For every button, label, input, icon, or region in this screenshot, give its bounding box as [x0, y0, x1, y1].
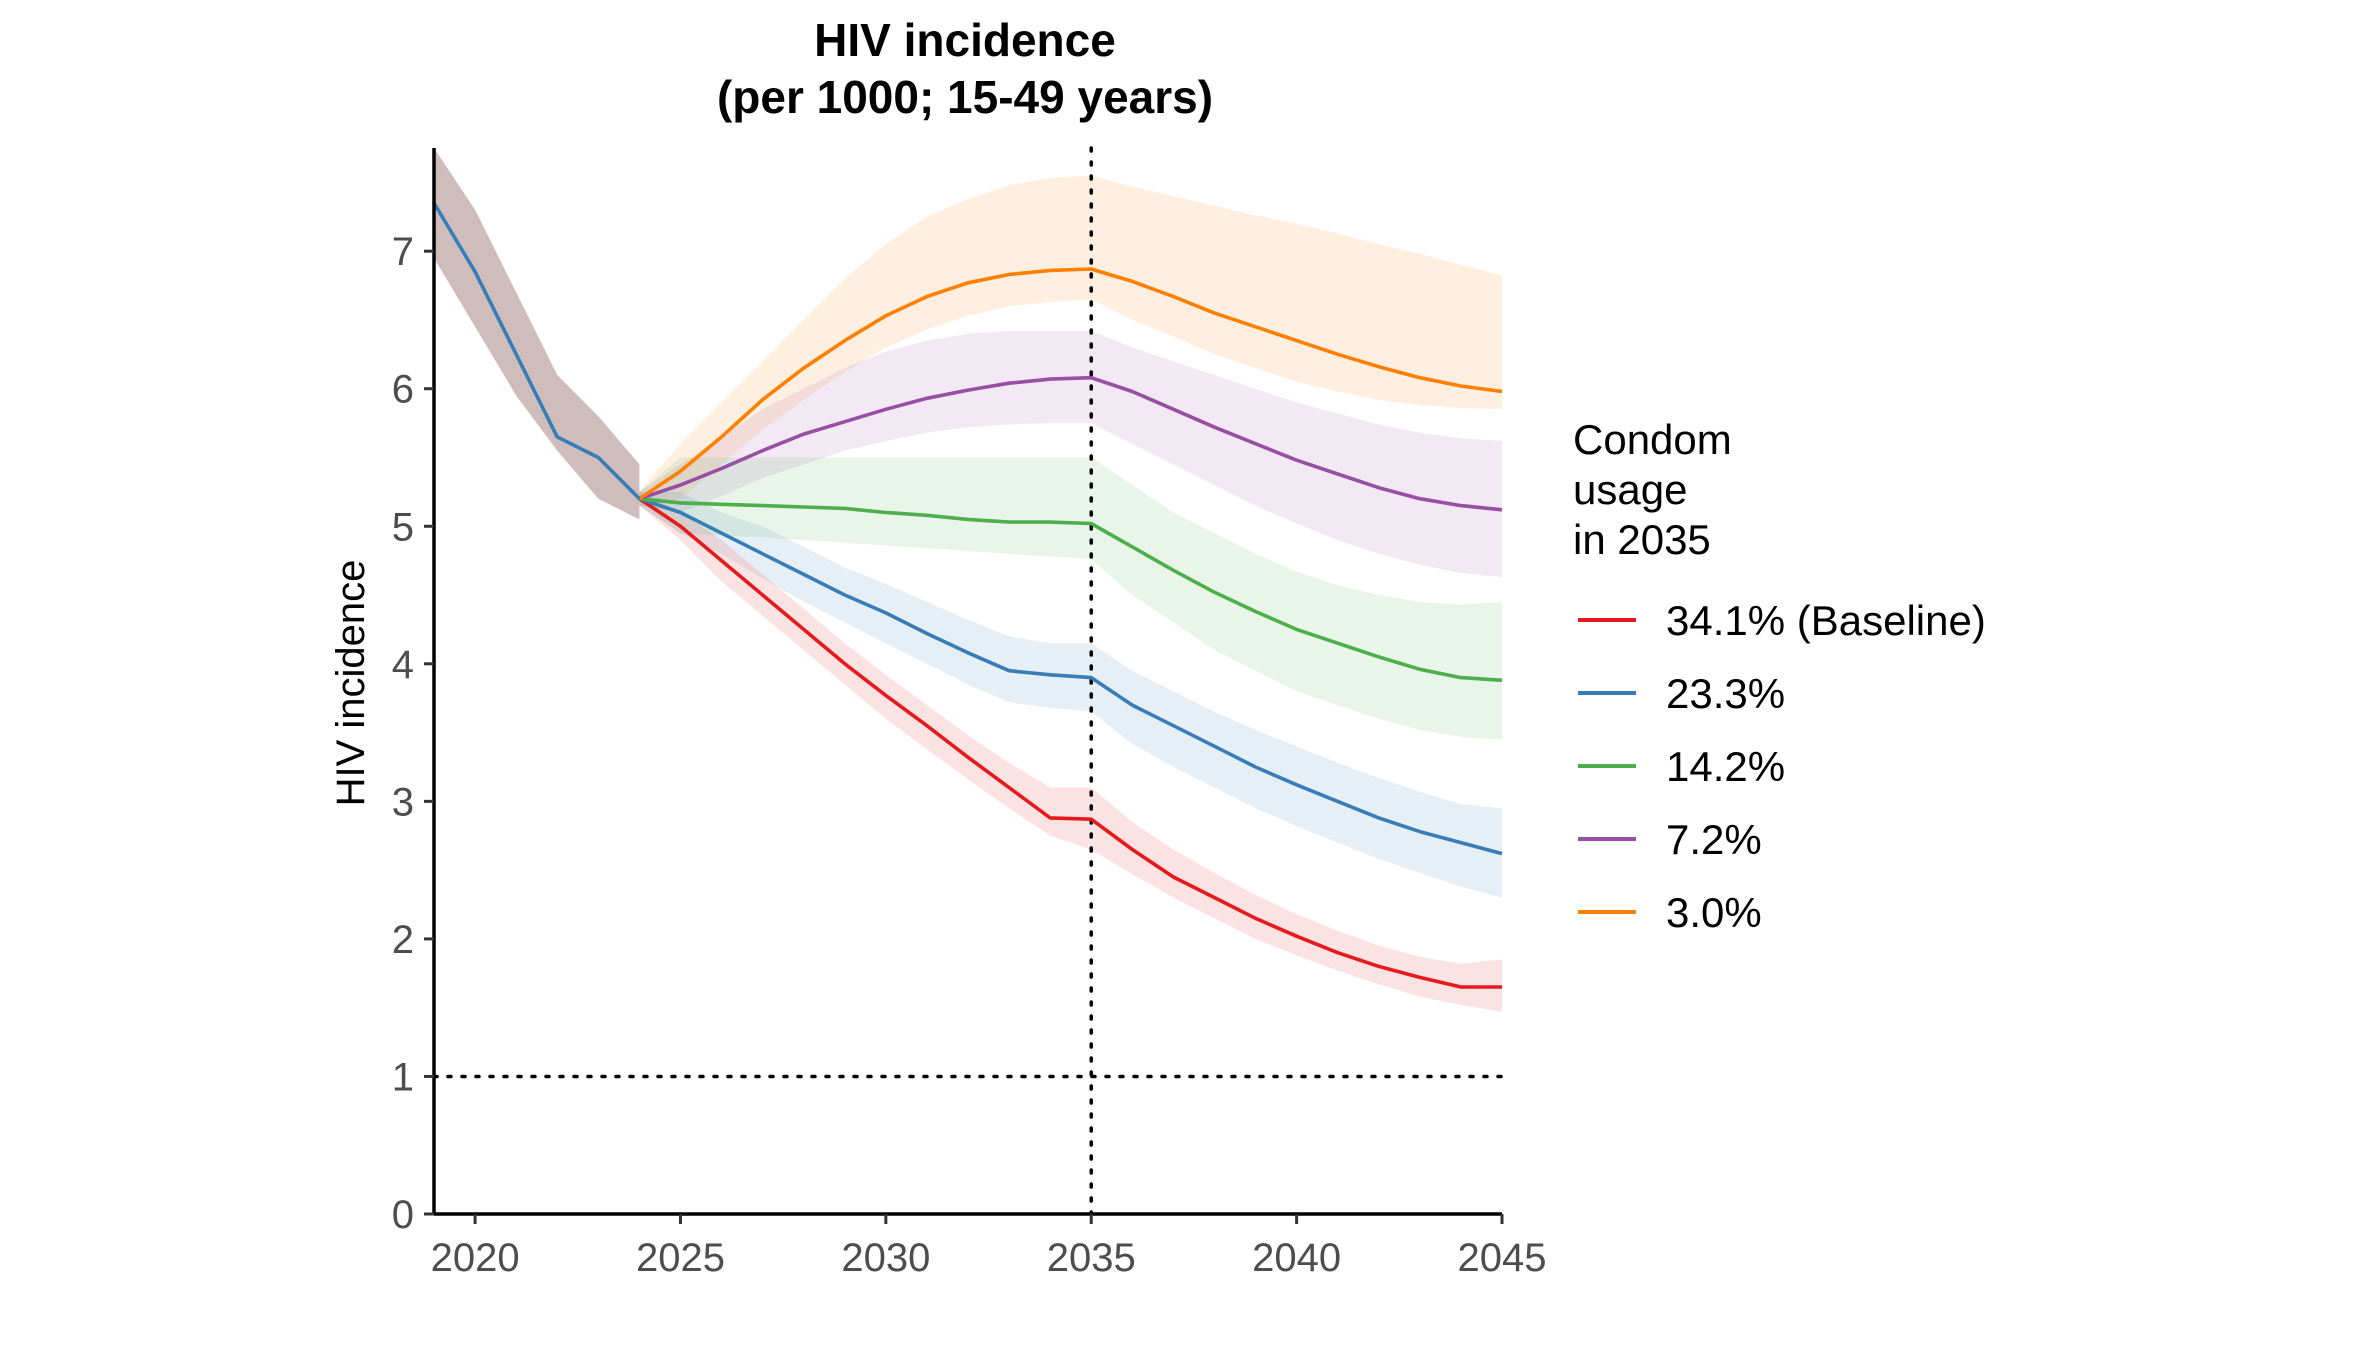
historical-ribbon — [434, 148, 640, 520]
series-line-2 — [639, 496, 1503, 683]
legend-title-line-1: Condom — [1573, 416, 1732, 463]
y-tick-label-6: 6 — [392, 368, 414, 412]
x-tick-label-2: 2030 — [841, 1236, 930, 1280]
x-tick-label-4: 2040 — [1252, 1236, 1341, 1280]
historical-line — [432, 202, 641, 500]
ribbon-0 — [639, 491, 1502, 1012]
series-line-3 — [638, 375, 1503, 512]
series-lines — [432, 202, 1503, 989]
axes: 0 1 2 3 4 5 6 7 2020 2025 2030 2035 2040 2045 — [392, 148, 1547, 1280]
legend: Condom usage in 2035 34.1% (Baseline) 23.… — [1573, 416, 1986, 936]
chart-title-line-1: HIV incidence — [814, 14, 1116, 66]
ribbon-4 — [639, 175, 1502, 506]
ribbon-1 — [639, 491, 1502, 898]
legend-label-2: 14.2% — [1666, 743, 1785, 790]
chart-title-line-2: (per 1000; 15-49 years) — [717, 71, 1213, 123]
legend-label-3: 7.2% — [1666, 816, 1762, 863]
legend-title-line-2: usage — [1573, 466, 1687, 513]
y-tick-label-3: 3 — [392, 780, 414, 824]
x-tick-label-3: 2035 — [1047, 1236, 1136, 1280]
x-tick-label-1: 2025 — [636, 1236, 725, 1280]
confidence-ribbons — [434, 148, 1502, 1012]
series-line-4 — [638, 267, 1503, 501]
y-tick-label-7: 7 — [392, 230, 414, 274]
series-line-0 — [638, 497, 1502, 989]
y-axis-title: HIV incidence — [329, 560, 373, 807]
y-tick-label-0: 0 — [392, 1193, 414, 1237]
ribbon-2 — [639, 457, 1502, 740]
legend-title-line-3: in 2035 — [1573, 516, 1711, 563]
y-tick-label-2: 2 — [392, 918, 414, 962]
y-tick-label-4: 4 — [392, 643, 414, 687]
x-tick-label-0: 2020 — [431, 1236, 520, 1280]
legend-label-1: 23.3% — [1666, 670, 1785, 717]
series-line-1 — [638, 496, 1503, 856]
y-tick-label-5: 5 — [392, 505, 414, 549]
x-tick-label-5: 2045 — [1458, 1236, 1547, 1280]
y-tick-label-1: 1 — [392, 1055, 414, 1099]
reference-lines — [432, 146, 1504, 1216]
legend-items: 34.1% (Baseline) 23.3% 14.2% 7.2% 3.0% — [1578, 597, 1986, 936]
legend-label-0: 34.1% (Baseline) — [1666, 597, 1986, 644]
legend-label-4: 3.0% — [1666, 889, 1762, 936]
ribbon-3 — [639, 330, 1502, 578]
